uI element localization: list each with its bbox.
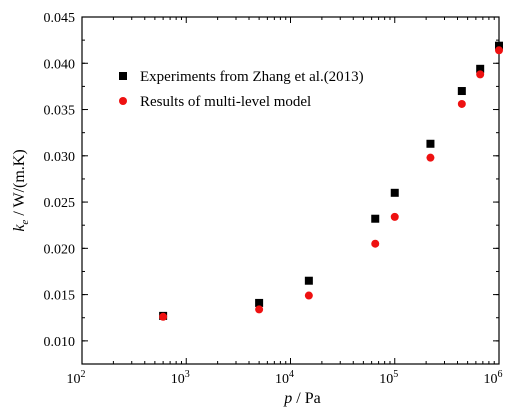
axes: 102 103 104 105 106 0.010 0.015 0.020 0.025 0.030…	[44, 11, 503, 387]
y-tick-label: 0.015	[44, 289, 76, 304]
model-point	[390, 212, 399, 221]
y-tick-label: 0.020	[44, 242, 76, 257]
x-tick-label: 106	[484, 369, 503, 387]
legend-label: Results of multi-level model	[140, 94, 311, 110]
legend-square-marker	[119, 72, 127, 80]
experiment-point	[304, 276, 313, 285]
y-tick-label: 0.040	[44, 57, 76, 72]
legend-label: Experiments from Zhang et al.(2013)	[140, 69, 364, 85]
model-point	[255, 305, 264, 314]
experiment-point	[476, 64, 485, 73]
x-tick-label: 103	[171, 369, 190, 387]
model-point	[426, 153, 435, 162]
experiment-point	[371, 214, 380, 223]
y-tick-label: 0.010	[44, 335, 76, 350]
series-2	[159, 46, 503, 321]
experiment-point	[457, 87, 466, 96]
model-point	[159, 312, 168, 321]
y-tick-label: 0.045	[44, 11, 76, 26]
data-markers	[159, 41, 503, 321]
x-tick-label: 102	[67, 369, 86, 387]
model-point	[304, 291, 313, 300]
legend: Experiments from Zhang et al.(2013) Resul…	[119, 69, 364, 110]
x-tick-label: 104	[275, 369, 294, 387]
model-point	[476, 70, 485, 79]
experiment-point	[495, 41, 503, 50]
y-tick-label: 0.025	[44, 196, 76, 211]
y-tick-label: 0.035	[44, 104, 76, 119]
x-tick-label: 105	[379, 369, 398, 387]
y-axis-title: ke / W/(m.K)	[11, 149, 31, 231]
experiment-point	[390, 188, 399, 197]
y-tick-label: 0.030	[44, 150, 76, 165]
model-point	[495, 46, 503, 55]
x-axis-title: p / Pa	[283, 390, 320, 407]
axis-titles: p / Pa ke / W/(m.K)	[11, 149, 321, 407]
experiment-point	[426, 139, 435, 148]
model-point	[457, 99, 466, 108]
legend-circle-marker	[119, 97, 127, 105]
experiment-point	[255, 298, 264, 307]
model-point	[371, 239, 380, 248]
